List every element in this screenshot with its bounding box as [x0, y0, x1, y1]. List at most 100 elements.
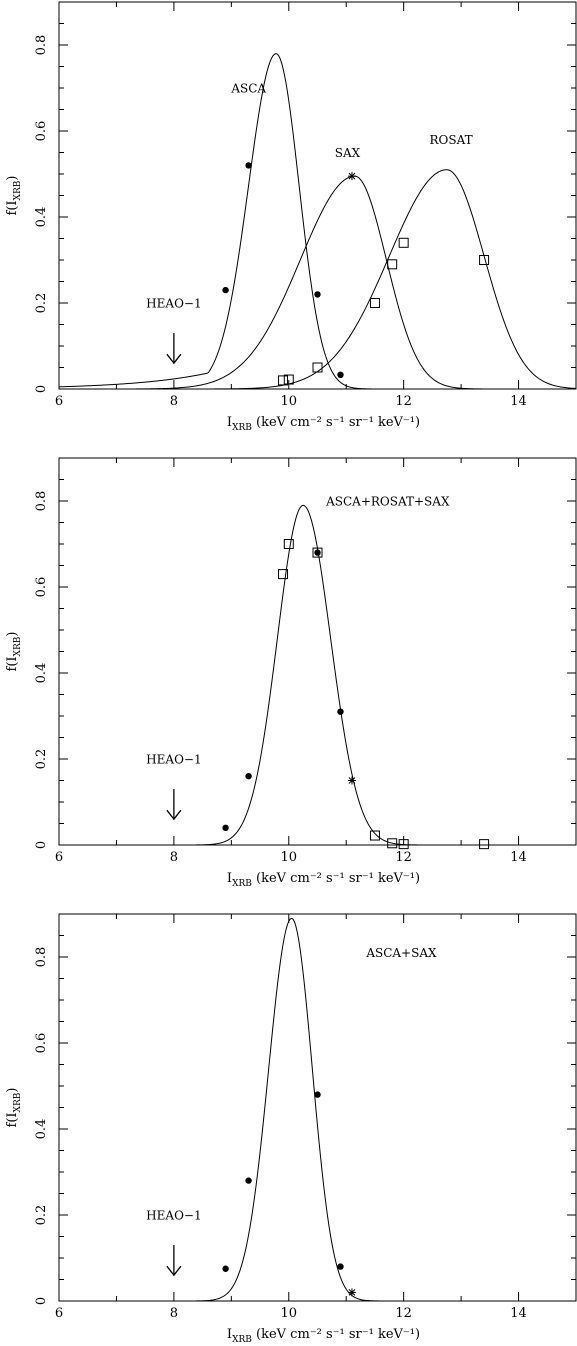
- heao-arrow-head: [166, 809, 182, 821]
- heao-arrow-head: [166, 353, 182, 365]
- heao-label: HEAO−1: [146, 752, 201, 766]
- y-tick-label: 0.8: [34, 35, 49, 56]
- y-axis-label-sub: XRB: [13, 180, 23, 200]
- x-tick-label: 10: [281, 850, 298, 865]
- y-tick-label: 0.8: [34, 947, 49, 968]
- data-point-star: [347, 1288, 356, 1297]
- star-stroke: [348, 777, 356, 784]
- data-point-square: [278, 375, 289, 386]
- x-tick-label: 6: [55, 394, 63, 409]
- y-tick-label: 0.6: [34, 577, 49, 598]
- y-tick-label: 0.2: [34, 1205, 49, 1226]
- x-tick-label: 6: [55, 850, 63, 865]
- data-point-square: [387, 259, 398, 270]
- x-axis-label: IXRB (keV cm⁻² s⁻¹ sr⁻¹ keV⁻¹): [227, 1327, 420, 1345]
- x-axis-label-main: I: [227, 871, 232, 886]
- data-point-dot: [222, 824, 229, 831]
- combo-annotation: ASCA+ROSAT+SAX: [325, 494, 450, 508]
- series-curve-combined: [59, 917, 576, 1302]
- x-axis-label-sub: XRB: [232, 1335, 252, 1345]
- x-axis-label-sub: XRB: [232, 879, 252, 889]
- y-tick-label: 0: [34, 385, 49, 393]
- y-tick-label: 0.6: [34, 121, 49, 142]
- x-axis-label-main: I: [227, 415, 232, 430]
- x-tick-label: 8: [170, 394, 178, 409]
- series-label-rosat: ROSAT: [430, 133, 473, 147]
- y-axis-label-main: f(I: [5, 200, 20, 215]
- y-tick-label: 0.2: [34, 293, 49, 314]
- data-point-square: [398, 237, 409, 248]
- plot-frame: [58, 457, 577, 846]
- data-point-square: [479, 839, 490, 850]
- data-point-square: [369, 298, 380, 308]
- x-tick-label: 8: [170, 1306, 178, 1321]
- x-tick-label: 6: [55, 1306, 63, 1321]
- data-point-square: [312, 362, 323, 373]
- heao-label: HEAO−1: [146, 296, 201, 310]
- data-point-dot: [337, 708, 344, 715]
- y-tick-label: 0.4: [34, 207, 49, 228]
- y-tick-label: 0.6: [34, 1033, 49, 1054]
- y-tick-label: 0.4: [34, 1119, 49, 1140]
- x-tick-label: 12: [395, 850, 412, 865]
- heao-arrow-head: [166, 1265, 182, 1277]
- y-axis-label-sub: XRB: [13, 1092, 23, 1112]
- x-axis-label-units: (keV cm⁻² s⁻¹ sr⁻¹ keV⁻¹): [252, 1327, 420, 1342]
- x-tick-label: 10: [281, 394, 298, 409]
- heao-label: HEAO−1: [146, 1208, 201, 1222]
- data-point-dot: [222, 1265, 229, 1272]
- x-tick-label: 8: [170, 850, 178, 865]
- y-tick-label: 0.2: [34, 749, 49, 770]
- x-tick-label: 12: [395, 394, 412, 409]
- star-stroke: [348, 1289, 356, 1296]
- y-tick-label: 0.4: [34, 663, 49, 684]
- combo-annotation: ASCA+SAX: [365, 946, 437, 960]
- data-point-square: [312, 547, 323, 558]
- data-point-square: [283, 374, 294, 385]
- star-stroke: [348, 172, 356, 180]
- x-axis-label: IXRB (keV cm⁻² s⁻¹ sr⁻¹ keV⁻¹): [227, 415, 420, 433]
- series-label-sax: SAX: [335, 146, 361, 160]
- x-axis-label-units: (keV cm⁻² s⁻¹ sr⁻¹ keV⁻¹): [252, 415, 420, 430]
- data-point-dot: [245, 1177, 252, 1184]
- data-point-dot: [337, 1263, 344, 1270]
- data-point-square: [283, 539, 294, 549]
- data-point-dot: [245, 162, 252, 169]
- series-curve-rosat: [59, 169, 577, 390]
- data-point-square: [387, 838, 398, 849]
- x-axis-label-main: I: [227, 1327, 232, 1342]
- data-point-square: [398, 839, 409, 850]
- series-label-asca: ASCA: [230, 81, 266, 95]
- y-axis-label: f(IXRB): [5, 176, 23, 216]
- data-point-dot: [337, 371, 344, 379]
- data-point-star: [347, 776, 356, 785]
- plot-frame: [58, 913, 577, 1302]
- series-curve-sax: [59, 175, 576, 390]
- y-tick-label: 0: [34, 1297, 49, 1305]
- chart-2: 6 8 10 12 14 0 0.2 0.4 0.6 0.8 IXRB (keV cm⁻² s⁻¹ …: [5, 457, 577, 889]
- x-tick-label: 12: [395, 1306, 412, 1321]
- y-tick-label: 0: [34, 841, 49, 849]
- data-point-square: [278, 569, 289, 580]
- x-tick-label: 14: [510, 850, 527, 865]
- y-axis-label: f(IXRB): [5, 1088, 23, 1128]
- plot-frame: [58, 1, 577, 390]
- y-axis-label-close: ): [5, 1088, 20, 1093]
- y-axis-label-main: f(I: [5, 656, 20, 671]
- x-axis-label-units: (keV cm⁻² s⁻¹ sr⁻¹ keV⁻¹): [252, 871, 420, 886]
- x-tick-label: 14: [510, 394, 527, 409]
- data-point-dot: [314, 549, 321, 556]
- data-point-dot: [314, 1091, 321, 1098]
- data-point-square: [369, 830, 380, 841]
- data-point-square: [479, 255, 490, 265]
- x-tick-label: 14: [510, 1306, 527, 1321]
- data-point-dot: [314, 291, 321, 298]
- data-point-dot: [222, 286, 229, 294]
- y-axis-label: f(IXRB): [5, 632, 23, 672]
- data-point-dot: [245, 773, 252, 780]
- y-axis-label-close: ): [5, 632, 20, 637]
- y-tick-label: 0.8: [34, 491, 49, 512]
